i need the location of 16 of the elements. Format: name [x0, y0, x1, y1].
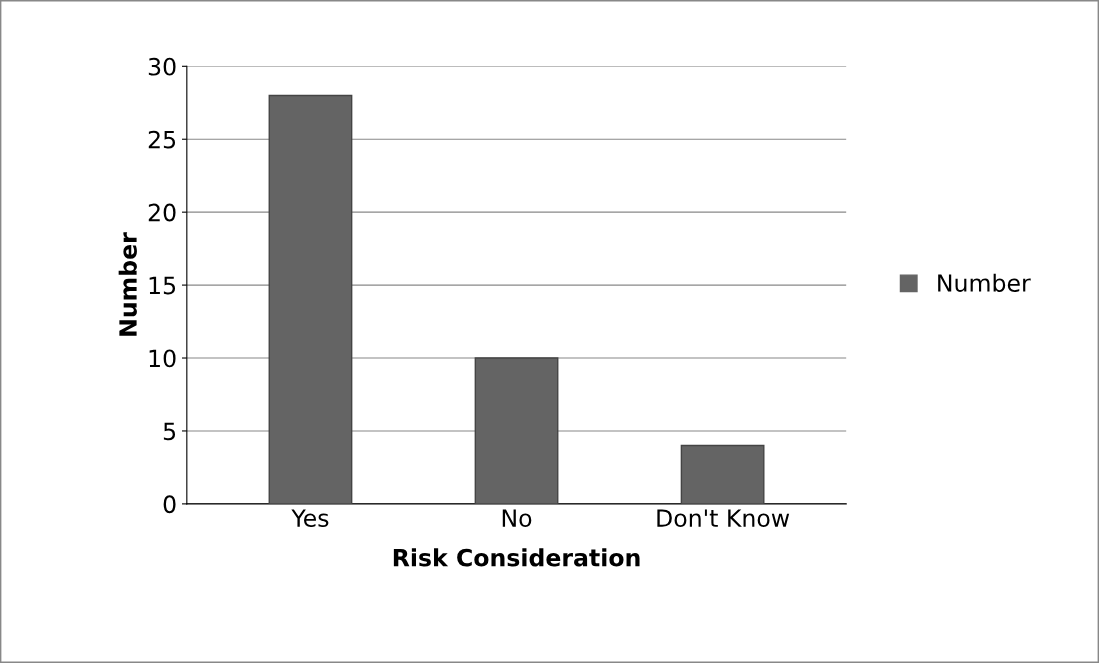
y-tick-label: 25 [148, 130, 176, 149]
x-tick-label: No [502, 509, 532, 528]
x-tick-label: Don't Know [657, 509, 790, 528]
y-tick-label: 0 [163, 495, 176, 514]
y-tick-label: 30 [148, 57, 176, 76]
bar [680, 444, 765, 504]
y-axis-title: Number [118, 232, 137, 336]
legend-label: Number [938, 273, 1031, 292]
y-tick-label: 5 [163, 422, 176, 441]
x-tick-label: Yes [291, 509, 329, 528]
x-axis-title: Risk Consideration [393, 548, 640, 567]
bar [474, 357, 559, 504]
y-tick-label: 20 [148, 203, 176, 222]
y-tick-label: 10 [149, 349, 176, 368]
y-tick-label: 15 [149, 276, 176, 295]
bar [268, 94, 353, 504]
